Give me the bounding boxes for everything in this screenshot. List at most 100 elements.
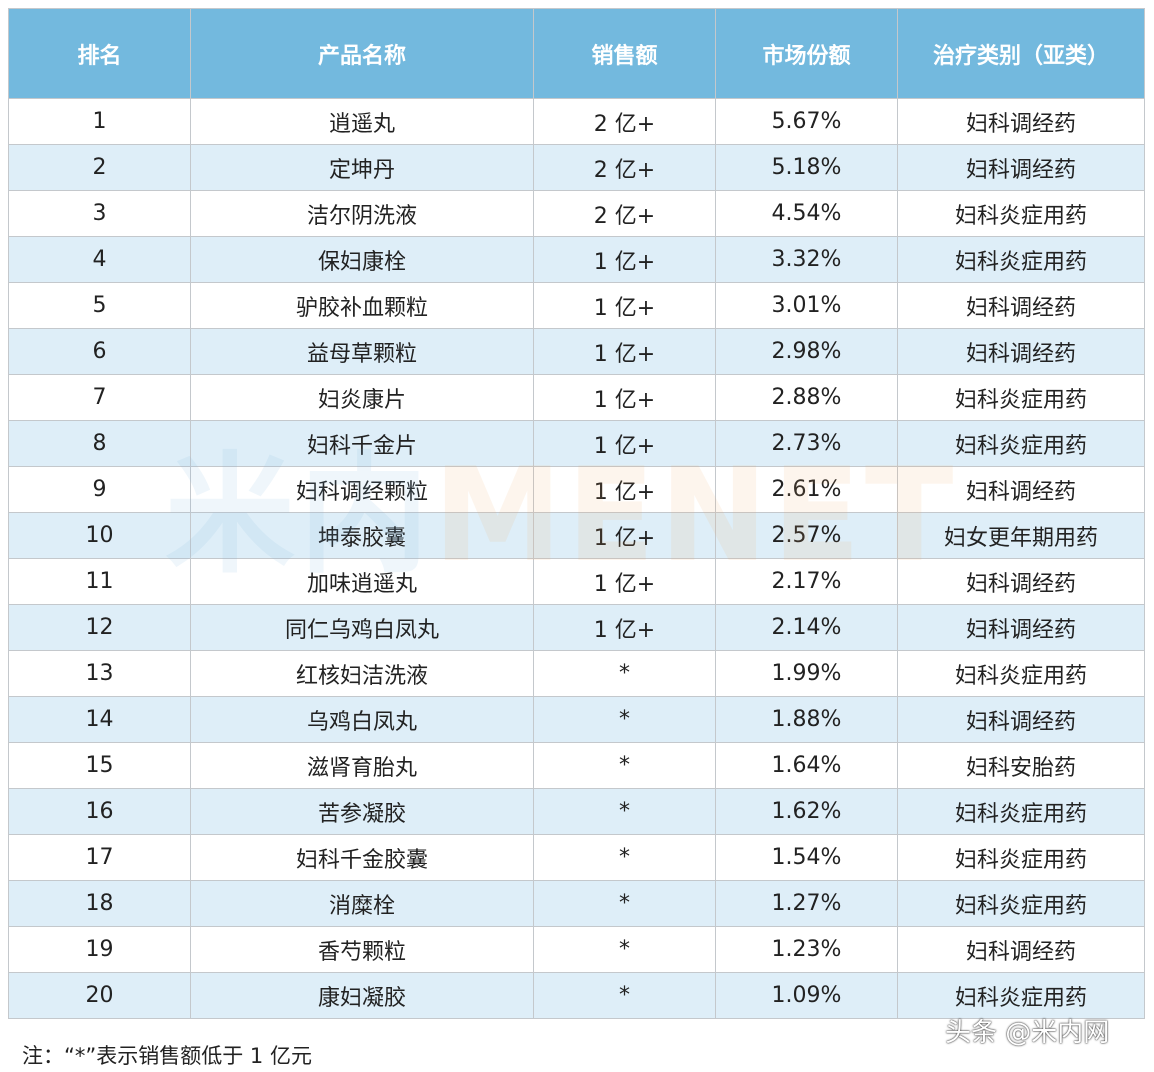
cell-category: 妇科炎症用药 xyxy=(897,650,1145,697)
cell-sales: * xyxy=(533,696,716,743)
cell-category: 妇女更年期用药 xyxy=(897,512,1145,559)
cell-rank: 4 xyxy=(8,236,191,283)
cell-sales: 2 亿+ xyxy=(533,190,716,237)
cell-product: 滋肾育胎丸 xyxy=(190,742,534,789)
cell-sales: 1 亿+ xyxy=(533,604,716,651)
cell-share: 1.62% xyxy=(715,788,898,835)
cell-share: 2.88% xyxy=(715,374,898,421)
table-row: 20 康妇凝胶 * 1.09% 妇科炎症用药 xyxy=(8,972,1145,1019)
table-row: 7 妇炎康片 1 亿+ 2.88% 妇科炎症用药 xyxy=(8,374,1145,421)
cell-share: 4.54% xyxy=(715,190,898,237)
cell-rank: 1 xyxy=(8,98,191,145)
table-row: 1 逍遥丸 2 亿+ 5.67% 妇科调经药 xyxy=(8,98,1145,145)
cell-sales: 1 亿+ xyxy=(533,328,716,375)
cell-sales: 2 亿+ xyxy=(533,144,716,191)
cell-category: 妇科炎症用药 xyxy=(897,236,1145,283)
cell-product: 香芍颗粒 xyxy=(190,926,534,973)
cell-share: 1.99% xyxy=(715,650,898,697)
header-rank: 排名 xyxy=(8,8,191,99)
cell-share: 3.01% xyxy=(715,282,898,329)
cell-category: 妇科炎症用药 xyxy=(897,834,1145,881)
cell-category: 妇科炎症用药 xyxy=(897,190,1145,237)
table-row: 18 消糜栓 * 1.27% 妇科炎症用药 xyxy=(8,880,1145,927)
table-row: 17 妇科千金胶囊 * 1.54% 妇科炎症用药 xyxy=(8,834,1145,881)
cell-rank: 11 xyxy=(8,558,191,605)
cell-rank: 7 xyxy=(8,374,191,421)
cell-share: 2.73% xyxy=(715,420,898,467)
cell-share: 1.64% xyxy=(715,742,898,789)
cell-sales: * xyxy=(533,972,716,1019)
cell-category: 妇科调经药 xyxy=(897,696,1145,743)
cell-category: 妇科安胎药 xyxy=(897,742,1145,789)
cell-rank: 12 xyxy=(8,604,191,651)
cell-product: 红核妇洁洗液 xyxy=(190,650,534,697)
cell-product: 消糜栓 xyxy=(190,880,534,927)
cell-sales: * xyxy=(533,788,716,835)
cell-category: 妇科调经药 xyxy=(897,558,1145,605)
sales-ranking-table: 排名 产品名称 销售额 市场份额 治疗类别（亚类） 1 逍遥丸 2 亿+ 5.67% 妇… xyxy=(8,8,1145,1019)
cell-category: 妇科调经药 xyxy=(897,466,1145,513)
cell-share: 5.67% xyxy=(715,98,898,145)
cell-rank: 19 xyxy=(8,926,191,973)
cell-sales: 1 亿+ xyxy=(533,374,716,421)
header-sales: 销售额 xyxy=(533,8,716,99)
cell-rank: 20 xyxy=(8,972,191,1019)
cell-share: 2.61% xyxy=(715,466,898,513)
cell-category: 妇科炎症用药 xyxy=(897,972,1145,1019)
table-row: 19 香芍颗粒 * 1.23% 妇科调经药 xyxy=(8,926,1145,973)
cell-share: 2.57% xyxy=(715,512,898,559)
footnote: 注：“*”表示销售额低于 1 亿元 xyxy=(22,1044,312,1068)
cell-product: 妇科千金胶囊 xyxy=(190,834,534,881)
table-row: 9 妇科调经颗粒 1 亿+ 2.61% 妇科调经药 xyxy=(8,466,1145,513)
cell-product: 康妇凝胶 xyxy=(190,972,534,1019)
cell-category: 妇科调经药 xyxy=(897,328,1145,375)
cell-sales: 1 亿+ xyxy=(533,282,716,329)
cell-rank: 13 xyxy=(8,650,191,697)
cell-rank: 18 xyxy=(8,880,191,927)
cell-share: 1.54% xyxy=(715,834,898,881)
cell-rank: 15 xyxy=(8,742,191,789)
table-row: 3 洁尔阴洗液 2 亿+ 4.54% 妇科炎症用药 xyxy=(8,190,1145,237)
table-row: 14 乌鸡白凤丸 * 1.88% 妇科调经药 xyxy=(8,696,1145,743)
cell-product: 保妇康栓 xyxy=(190,236,534,283)
table-row: 4 保妇康栓 1 亿+ 3.32% 妇科炎症用药 xyxy=(8,236,1145,283)
cell-sales: 1 亿+ xyxy=(533,420,716,467)
cell-category: 妇科炎症用药 xyxy=(897,880,1145,927)
cell-rank: 2 xyxy=(8,144,191,191)
table-row: 6 益母草颗粒 1 亿+ 2.98% 妇科调经药 xyxy=(8,328,1145,375)
cell-rank: 9 xyxy=(8,466,191,513)
cell-share: 1.88% xyxy=(715,696,898,743)
cell-category: 妇科炎症用药 xyxy=(897,374,1145,421)
table-row: 5 驴胶补血颗粒 1 亿+ 3.01% 妇科调经药 xyxy=(8,282,1145,329)
cell-product: 乌鸡白凤丸 xyxy=(190,696,534,743)
cell-share: 1.27% xyxy=(715,880,898,927)
cell-share: 5.18% xyxy=(715,144,898,191)
cell-category: 妇科炎症用药 xyxy=(897,788,1145,835)
cell-share: 2.14% xyxy=(715,604,898,651)
table-row: 12 同仁乌鸡白凤丸 1 亿+ 2.14% 妇科调经药 xyxy=(8,604,1145,651)
header-share: 市场份额 xyxy=(715,8,898,99)
cell-product: 驴胶补血颗粒 xyxy=(190,282,534,329)
cell-sales: 1 亿+ xyxy=(533,512,716,559)
table-row: 8 妇科千金片 1 亿+ 2.73% 妇科炎症用药 xyxy=(8,420,1145,467)
cell-product: 妇炎康片 xyxy=(190,374,534,421)
cell-sales: * xyxy=(533,880,716,927)
table-row: 13 红核妇洁洗液 * 1.99% 妇科炎症用药 xyxy=(8,650,1145,697)
cell-rank: 17 xyxy=(8,834,191,881)
cell-rank: 14 xyxy=(8,696,191,743)
cell-product: 洁尔阴洗液 xyxy=(190,190,534,237)
cell-sales: 1 亿+ xyxy=(533,466,716,513)
cell-category: 妇科调经药 xyxy=(897,604,1145,651)
cell-product: 妇科千金片 xyxy=(190,420,534,467)
cell-category: 妇科调经药 xyxy=(897,98,1145,145)
cell-category: 妇科调经药 xyxy=(897,926,1145,973)
cell-category: 妇科炎症用药 xyxy=(897,420,1145,467)
cell-sales: * xyxy=(533,834,716,881)
cell-share: 1.23% xyxy=(715,926,898,973)
cell-sales: 1 亿+ xyxy=(533,236,716,283)
cell-sales: 2 亿+ xyxy=(533,98,716,145)
table-row: 10 坤泰胶囊 1 亿+ 2.57% 妇女更年期用药 xyxy=(8,512,1145,559)
header-category: 治疗类别（亚类） xyxy=(897,8,1145,99)
cell-product: 逍遥丸 xyxy=(190,98,534,145)
table-row: 11 加味逍遥丸 1 亿+ 2.17% 妇科调经药 xyxy=(8,558,1145,605)
